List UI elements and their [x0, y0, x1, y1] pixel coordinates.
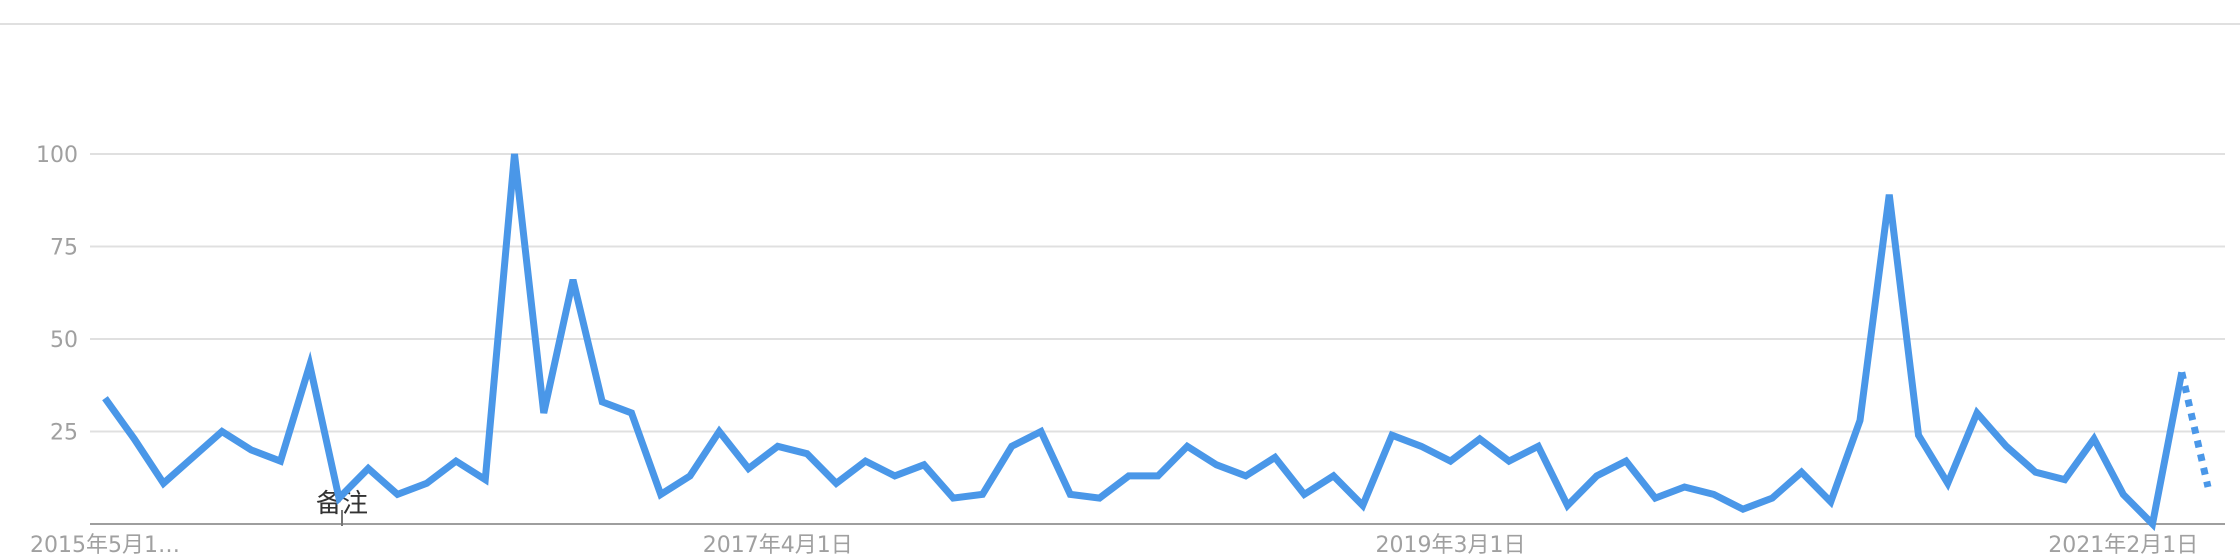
- x-tick-label: 2021年2月1日: [2048, 533, 2198, 558]
- y-tick-label: 100: [36, 143, 78, 168]
- data-point[interactable]: [684, 470, 696, 482]
- data-point[interactable]: [99, 392, 111, 404]
- data-point[interactable]: [450, 455, 462, 467]
- data-point[interactable]: [1445, 455, 1457, 467]
- data-point[interactable]: [743, 463, 755, 475]
- data-point[interactable]: [1211, 459, 1223, 471]
- data-point[interactable]: [2030, 466, 2042, 478]
- data-point[interactable]: [977, 488, 989, 500]
- data-point[interactable]: [479, 474, 491, 486]
- data-point[interactable]: [2059, 474, 2071, 486]
- data-point[interactable]: [275, 455, 287, 467]
- data-point[interactable]: [1796, 466, 1808, 478]
- series-line: [102, 153, 2186, 532]
- data-point[interactable]: [216, 426, 228, 438]
- data-point[interactable]: [158, 477, 170, 489]
- y-tick-label: 25: [50, 421, 78, 446]
- data-point[interactable]: [1562, 500, 1574, 512]
- data-point[interactable]: [304, 359, 316, 371]
- data-point[interactable]: [713, 426, 725, 438]
- data-point[interactable]: [1708, 488, 1720, 500]
- x-tick-label: 2015年5月1…: [30, 533, 180, 558]
- y-tick-label: 50: [50, 328, 78, 353]
- data-point[interactable]: [1591, 470, 1603, 482]
- data-point[interactable]: [1913, 429, 1925, 441]
- data-point[interactable]: [1942, 477, 1954, 489]
- data-point[interactable]: [509, 148, 521, 160]
- data-point[interactable]: [596, 396, 608, 408]
- data-point[interactable]: [801, 448, 813, 460]
- data-point[interactable]: [1386, 429, 1398, 441]
- y-tick-label: 75: [50, 236, 78, 261]
- data-point[interactable]: [655, 488, 667, 500]
- data-point[interactable]: [1620, 455, 1632, 467]
- data-point[interactable]: [1094, 492, 1106, 504]
- data-point[interactable]: [1971, 407, 1983, 419]
- data-point[interactable]: [1064, 488, 1076, 500]
- data-point[interactable]: [918, 459, 930, 471]
- data-point[interactable]: [1328, 470, 1340, 482]
- data-point[interactable]: [1035, 426, 1047, 438]
- x-tick-label: 2019年3月1日: [1376, 533, 1526, 558]
- data-point[interactable]: [1474, 433, 1486, 445]
- data-point[interactable]: [538, 407, 550, 419]
- data-point[interactable]: [947, 492, 959, 504]
- data-point[interactable]: [333, 492, 345, 504]
- data-point[interactable]: [2117, 488, 2129, 500]
- data-point[interactable]: [1649, 492, 1661, 504]
- data-point[interactable]: [860, 455, 872, 467]
- data-point[interactable]: [187, 451, 199, 463]
- data-point[interactable]: [1503, 455, 1515, 467]
- data-point[interactable]: [2000, 440, 2012, 452]
- data-point[interactable]: [392, 488, 404, 500]
- data-point[interactable]: [626, 407, 638, 419]
- data-point[interactable]: [772, 440, 784, 452]
- data-point[interactable]: [1415, 440, 1427, 452]
- data-point[interactable]: [1123, 470, 1135, 482]
- x-tick-label: 2017年4月1日: [703, 533, 853, 558]
- data-point[interactable]: [1357, 500, 1369, 512]
- data-point[interactable]: [1152, 470, 1164, 482]
- data-point[interactable]: [1737, 503, 1749, 515]
- data-point[interactable]: [1679, 481, 1691, 493]
- data-point[interactable]: [1825, 496, 1837, 508]
- data-point[interactable]: [2088, 433, 2100, 445]
- data-point[interactable]: [830, 477, 842, 489]
- data-point[interactable]: [421, 477, 433, 489]
- data-point[interactable]: [245, 444, 257, 456]
- data-point[interactable]: [1298, 488, 1310, 500]
- data-point[interactable]: [1532, 440, 1544, 452]
- data-point[interactable]: [2147, 518, 2159, 530]
- data-point[interactable]: [1269, 451, 1281, 463]
- data-point[interactable]: [362, 463, 374, 475]
- data-point[interactable]: [1181, 440, 1193, 452]
- data-point[interactable]: [128, 433, 140, 445]
- data-point[interactable]: [1854, 414, 1866, 426]
- data-point[interactable]: [889, 470, 901, 482]
- data-point[interactable]: [567, 274, 579, 286]
- data-point[interactable]: [1883, 189, 1895, 201]
- partial-data-segment: [2178, 371, 2212, 488]
- data-point[interactable]: [1240, 470, 1252, 482]
- data-point[interactable]: [1766, 492, 1778, 504]
- data-point[interactable]: [1006, 440, 1018, 452]
